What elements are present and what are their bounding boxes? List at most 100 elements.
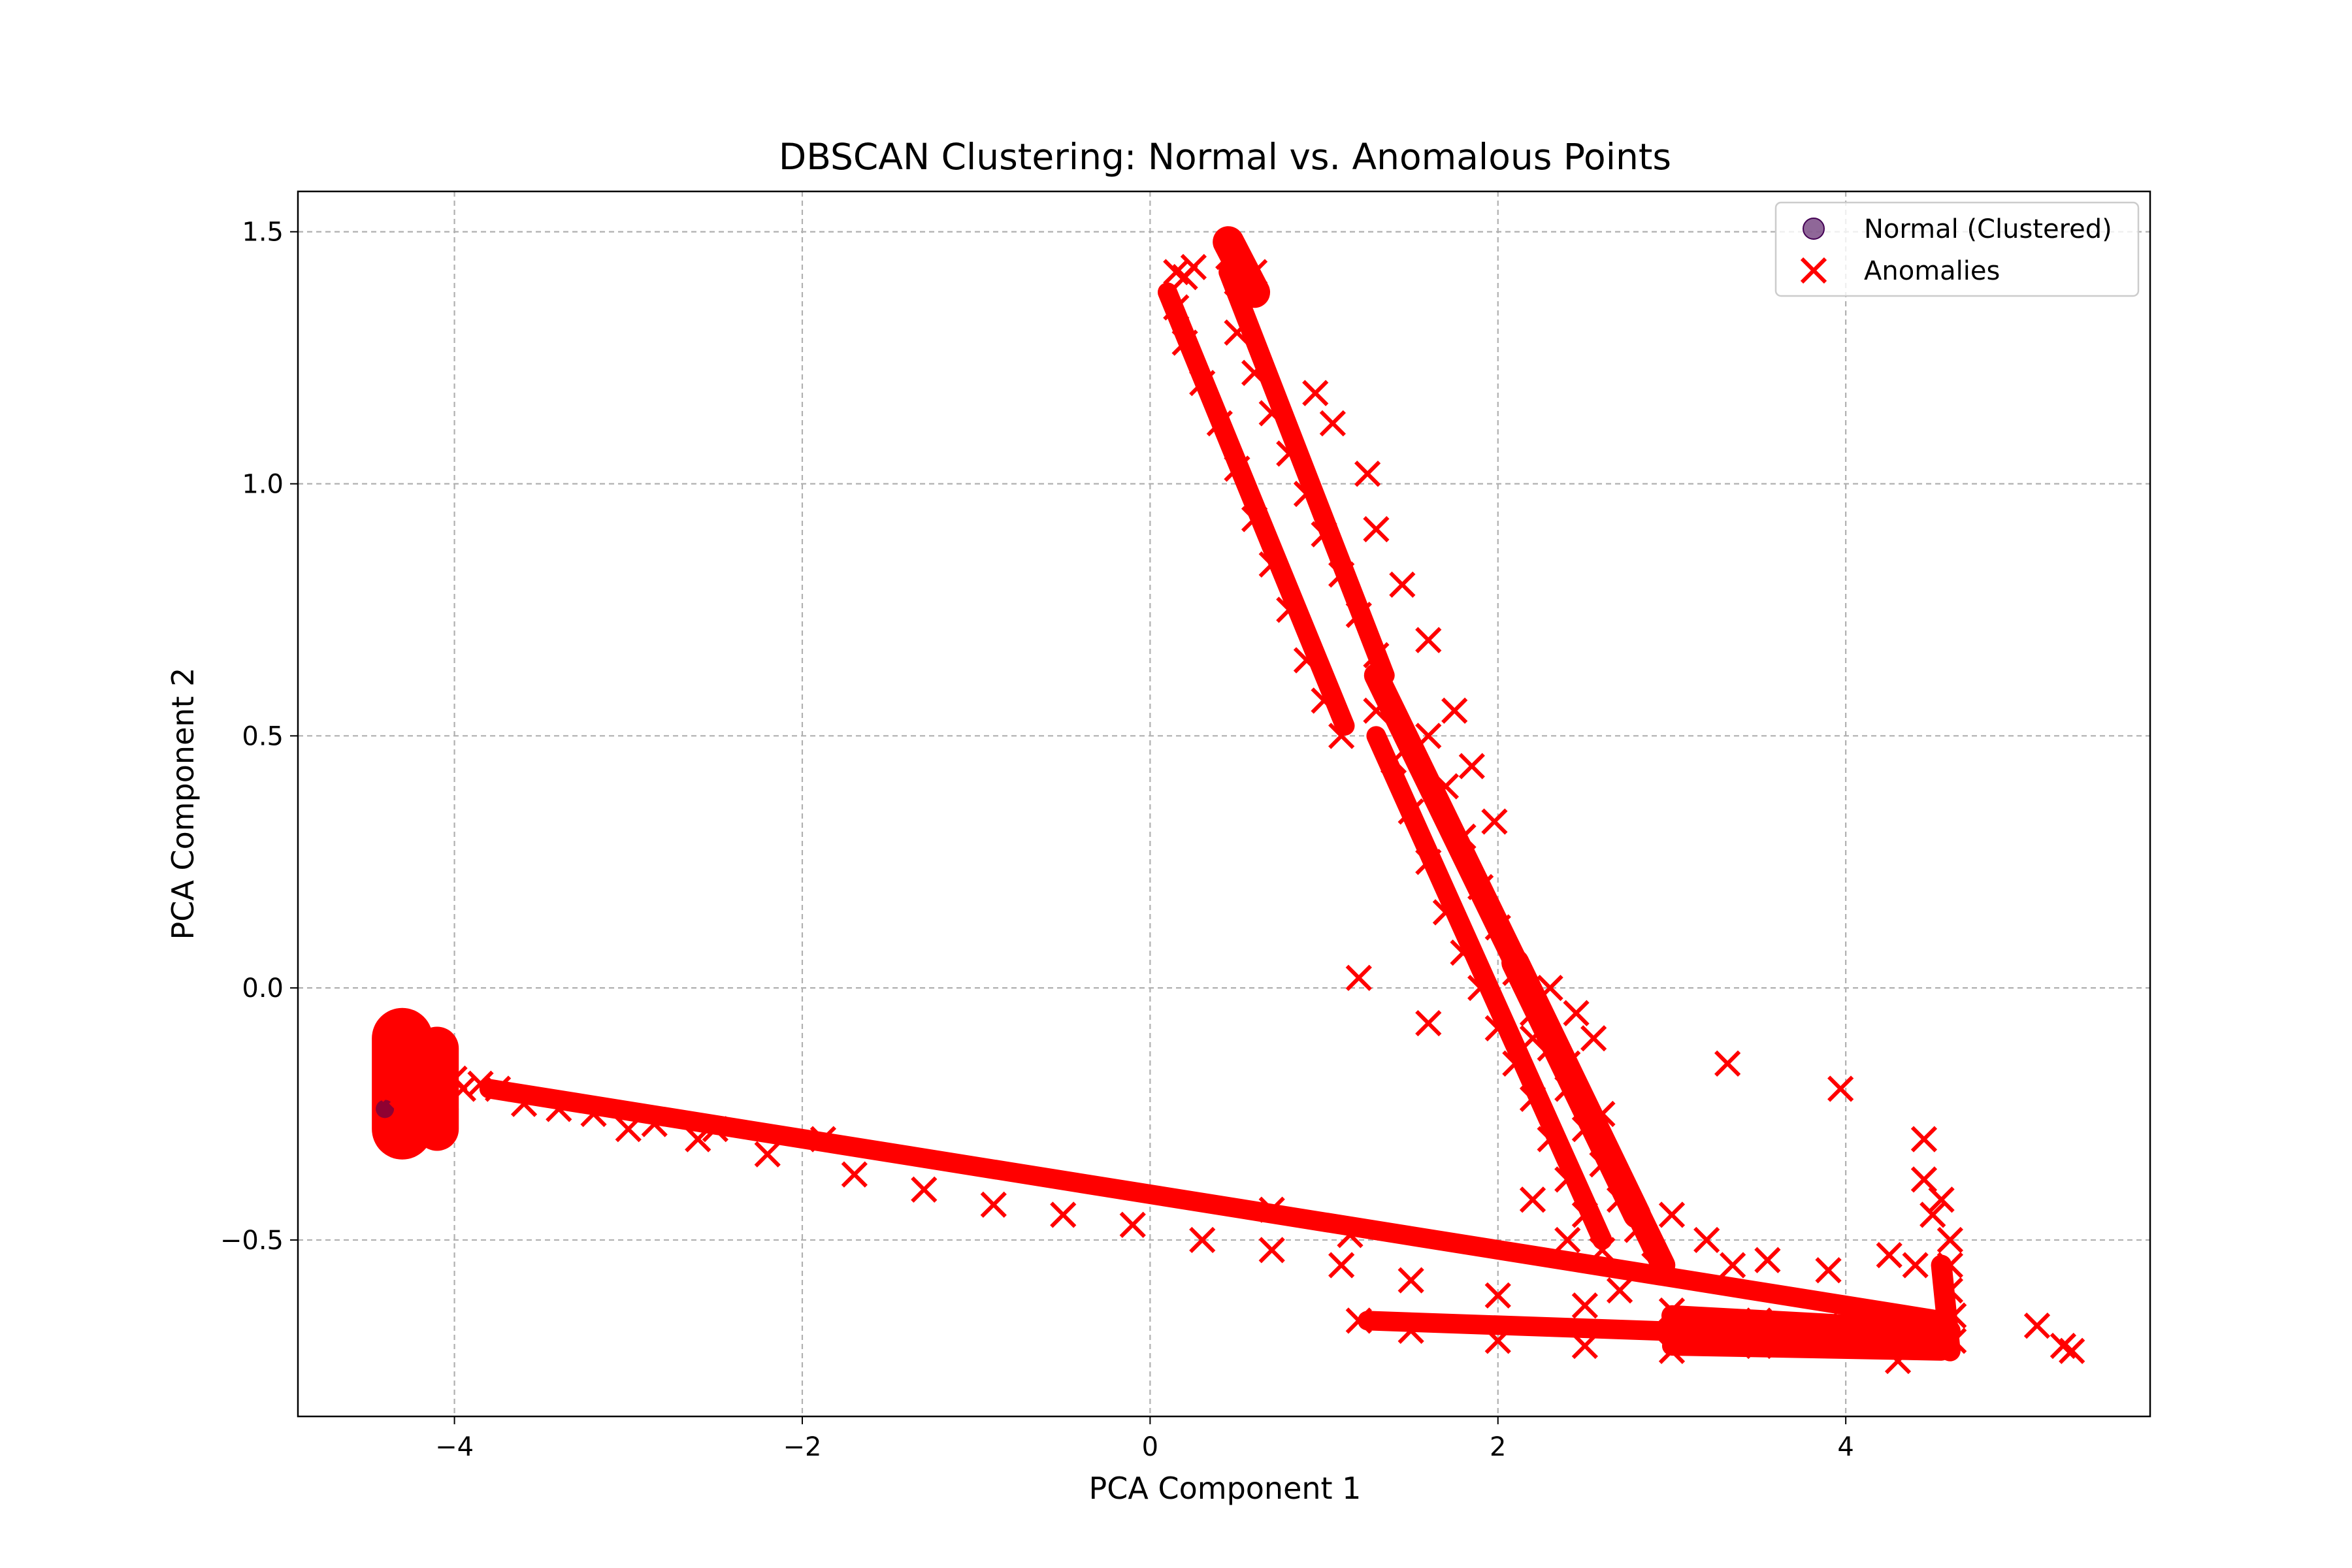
anomaly-point: [389, 1100, 416, 1128]
anomaly-point: [1432, 773, 1460, 800]
anomaly-point: [1241, 506, 1268, 532]
anomaly-point: [1119, 1211, 1146, 1238]
anomaly-point: [702, 1116, 728, 1143]
y-tick-label: 0.0: [242, 973, 284, 1004]
anomaly-point: [1293, 647, 1320, 674]
anomaly-point: [1519, 1000, 1546, 1026]
anomaly-point: [1363, 642, 1390, 668]
anomaly-point: [1189, 370, 1216, 397]
anomaly-point: [1484, 1015, 1511, 1041]
anomaly-point: [1554, 1075, 1581, 1102]
anomaly-point: [510, 1090, 538, 1117]
anomaly-point: [1171, 329, 1198, 356]
anomaly-band: [1366, 726, 1612, 1250]
anomaly-point: [1902, 1252, 1929, 1279]
anomaly-point: [1258, 551, 1285, 578]
anomaly-point: [546, 1096, 572, 1122]
anomaly-point: [1754, 1247, 1781, 1273]
anomaly-point: [1720, 1252, 1746, 1279]
anomaly-point: [1432, 899, 1460, 926]
legend: Normal (Clustered) Anomalies: [1774, 201, 2140, 297]
anomaly-point: [1441, 697, 1468, 724]
x-tick-label: −2: [783, 1432, 821, 1462]
anomaly-point: [1624, 1217, 1650, 1243]
anomaly-point: [980, 1191, 1007, 1218]
anomaly-point: [1554, 1166, 1581, 1193]
anomaly-point: [2023, 1312, 2051, 1339]
anomaly-point: [1658, 1297, 1686, 1324]
y-tick-label: −0.5: [220, 1226, 284, 1256]
anomaly-point: [1910, 1126, 1938, 1152]
anomaly-point: [1276, 596, 1303, 623]
anomaly-point: [1180, 253, 1207, 280]
anomaly-point: [1337, 1222, 1364, 1249]
anomaly-point: [1481, 808, 1508, 835]
anomaly-point: [1363, 697, 1390, 724]
anomaly-point: [1224, 269, 1250, 296]
anomaly-point: [1658, 1201, 1686, 1228]
anomaly-point: [1519, 1025, 1546, 1052]
anomaly-point: [1606, 1186, 1633, 1213]
anomaly-point: [1397, 1267, 1424, 1294]
legend-anomalies-marker: [1800, 257, 1827, 284]
anomaly-point: [1554, 1226, 1581, 1254]
anomaly-point: [1589, 1237, 1616, 1264]
anomaly-point: [1450, 823, 1477, 850]
anomaly-point: [1415, 723, 1442, 749]
anomaly-point: [1484, 914, 1511, 941]
anomaly-point: [1224, 455, 1250, 482]
anomaly-point: [1745, 1332, 1772, 1360]
x-tick-label: 2: [1490, 1432, 1506, 1462]
anomaly-point: [1554, 1050, 1581, 1077]
y-axis-label: PCA Component 2: [165, 668, 201, 940]
anomaly-band: [1661, 1335, 1952, 1361]
anomaly-point: [406, 1075, 433, 1102]
anomaly-point: [1241, 259, 1268, 286]
anomaly-point: [1815, 1257, 1842, 1284]
anomaly-band: [1661, 1305, 1961, 1341]
anomaly-point: [1571, 1201, 1598, 1228]
anomaly-point: [1484, 1282, 1511, 1309]
anomaly-point: [1467, 874, 1494, 900]
anomaly-point: [1363, 515, 1390, 543]
anomaly-point: [1415, 1010, 1442, 1037]
anomaly-band: [1501, 949, 1652, 1229]
anomaly-point: [1563, 1000, 1590, 1026]
anomaly-point: [580, 1100, 607, 1128]
anomaly-point: [1714, 1050, 1741, 1077]
legend-box: [1774, 201, 2140, 297]
anomaly-point: [1641, 1252, 1668, 1279]
data-points: [376, 244, 2085, 1375]
anomaly-point: [1389, 571, 1416, 598]
anomaly-point: [1258, 1196, 1285, 1223]
anomaly-point: [1311, 521, 1337, 547]
anomaly-point: [1224, 319, 1250, 346]
x-tick-label: −4: [435, 1432, 474, 1462]
x-tick-label: 4: [1837, 1432, 1854, 1462]
anomaly-point: [911, 1176, 938, 1203]
anomaly-point: [1936, 1226, 1963, 1254]
anomaly-point: [685, 1126, 711, 1152]
x-tick-label: 0: [1142, 1432, 1158, 1462]
anomaly-point: [1241, 359, 1268, 386]
anomaly-point: [1519, 1085, 1546, 1113]
anomaly-point: [1319, 410, 1346, 437]
y-axis-ticks: −0.5 0.0 0.5 1.0 1.5: [220, 218, 298, 1256]
anomaly-point: [1928, 1186, 1955, 1213]
anomaly-point: [1345, 964, 1372, 991]
anomaly-point: [1589, 1100, 1616, 1128]
anomaly-point: [1380, 747, 1407, 775]
anomaly-point: [1163, 294, 1190, 321]
anomaly-point: [1484, 1328, 1511, 1354]
anomaly-point: [1328, 1252, 1355, 1279]
anomaly-point: [1519, 1186, 1546, 1213]
anomaly-point: [1258, 1237, 1285, 1264]
anomaly-point: [1206, 410, 1233, 437]
anomaly-point: [1910, 1166, 1938, 1193]
anomaly-point: [415, 1111, 442, 1137]
anomaly-point: [1397, 798, 1424, 825]
anomaly-band: [1358, 1311, 1952, 1351]
legend-anomalies-label: Anomalies: [1864, 256, 2000, 286]
anomaly-band: [1218, 262, 1395, 685]
